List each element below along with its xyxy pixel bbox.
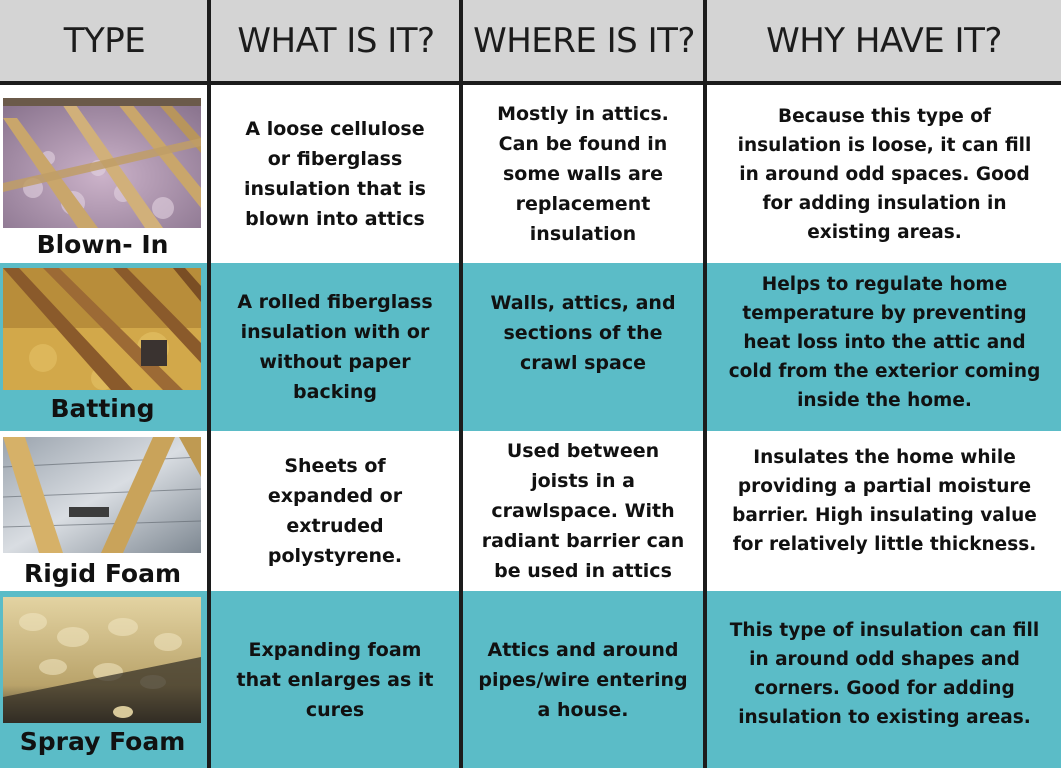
batting-photo <box>3 268 201 390</box>
why-cell: This type of insulation can fill in arou… <box>708 591 1061 756</box>
header-type: TYPE <box>63 21 146 61</box>
column-divider <box>207 0 211 768</box>
type-label-spray-foam: Spray Foam <box>19 727 186 756</box>
why-text-batting: Helps to regulate home temperature by pr… <box>728 273 1041 411</box>
why-cell: Insulates the home while providing a par… <box>708 431 1061 571</box>
where-text-rigid-foam: Used between joists in a crawlspace. Wit… <box>481 440 685 582</box>
where-text-spray-foam: Attics and around pipes/wire entering a … <box>478 638 688 721</box>
what-text-spray-foam: Expanding foam that enlarges as it cures <box>236 638 434 721</box>
what-text-blown-in: A loose cellulose or fiberglass insulati… <box>244 118 426 230</box>
blown-in-photo <box>3 98 201 228</box>
type-label-rigid-foam: Rigid Foam <box>23 559 182 588</box>
what-cell: A rolled fiberglass insulation with or w… <box>212 263 458 431</box>
what-text-rigid-foam: Sheets of expanded or extruded polystyre… <box>267 455 403 567</box>
why-cell: Helps to regulate home temperature by pr… <box>708 258 1061 426</box>
type-label-batting: Batting <box>50 394 155 423</box>
type-label-blown-in: Blown- In <box>36 230 169 259</box>
what-cell: A loose cellulose or fiberglass insulati… <box>212 85 458 263</box>
header-where: WHERE IS IT? <box>473 21 695 61</box>
column-divider <box>459 0 463 768</box>
where-cell: Walls, attics, and sections of the crawl… <box>464 263 702 403</box>
why-text-spray-foam: This type of insulation can fill in arou… <box>729 619 1040 728</box>
what-text-batting: A rolled fiberglass insulation with or w… <box>237 291 433 403</box>
why-cell: Because this type of insulation is loose… <box>708 85 1061 263</box>
where-cell: Attics and around pipes/wire entering a … <box>464 591 702 768</box>
rigid-foam-photo <box>3 437 201 553</box>
header-divider <box>0 81 1061 85</box>
where-cell: Mostly in attics. Can be found in some w… <box>464 85 702 263</box>
where-text-blown-in: Mostly in attics. Can be found in some w… <box>497 103 669 245</box>
spray-foam-photo <box>3 597 201 723</box>
where-cell: Used between joists in a crawlspace. Wit… <box>464 431 702 591</box>
column-divider <box>703 0 707 768</box>
table-header: TYPE WHAT IS IT? WHERE IS IT? WHY HAVE I… <box>0 0 1061 82</box>
what-cell: Expanding foam that enlarges as it cures <box>212 591 458 768</box>
header-what: WHAT IS IT? <box>237 21 435 61</box>
why-text-rigid-foam: Insulates the home while providing a par… <box>732 447 1037 555</box>
what-cell: Sheets of expanded or extruded polystyre… <box>212 431 458 591</box>
where-text-batting: Walls, attics, and sections of the crawl… <box>490 292 676 374</box>
why-text-blown-in: Because this type of insulation is loose… <box>737 105 1032 243</box>
header-why: WHY HAVE IT? <box>766 21 1002 61</box>
